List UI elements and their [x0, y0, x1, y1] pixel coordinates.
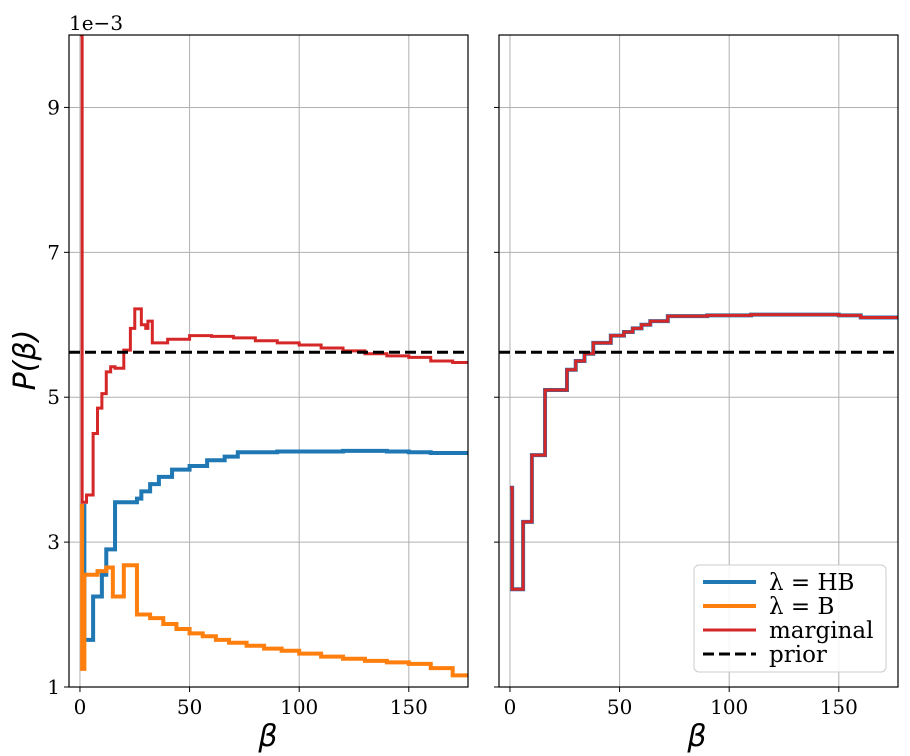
series-line-hb — [509, 312, 898, 592]
legend-label: λ = HB — [769, 570, 854, 596]
y-tick-label: 9 — [47, 95, 60, 119]
left-panel: 1 3 5 7 9 0 50 100 150 — [47, 34, 469, 719]
x-tick-label: 0 — [74, 695, 87, 719]
y-offset-label: 1e−3 — [69, 11, 123, 35]
legend-label: prior — [769, 642, 827, 668]
series-line-marginal — [509, 313, 898, 591]
x-axis-label-left: β — [257, 719, 277, 754]
plot-frame — [498, 34, 899, 688]
y-tick-label: 1 — [47, 675, 60, 699]
series-line-b — [79, 503, 468, 678]
y-tick-label: 3 — [47, 530, 60, 554]
x-tick-label: 100 — [280, 695, 318, 719]
y-axis-label: P(β) — [8, 330, 43, 391]
right-panel: 0 50 100 150 — [494, 34, 899, 719]
x-tick-label: 50 — [607, 695, 632, 719]
plot-frame — [68, 34, 469, 688]
y-tick-label: 7 — [47, 240, 60, 264]
x-tick-label: 50 — [177, 695, 202, 719]
x-tick-label: 150 — [820, 695, 858, 719]
legend-label: λ = B — [769, 594, 834, 620]
series-line-marginal — [79, 35, 468, 504]
legend-label: marginal — [769, 618, 873, 644]
x-tick-label: 0 — [504, 695, 517, 719]
x-tick-label: 100 — [710, 695, 748, 719]
y-tick-label: 5 — [47, 385, 60, 409]
x-tick-label: 150 — [390, 695, 428, 719]
x-axis-label-right: β — [686, 719, 706, 754]
series-line-hb — [79, 448, 468, 642]
legend-box — [693, 564, 887, 673]
